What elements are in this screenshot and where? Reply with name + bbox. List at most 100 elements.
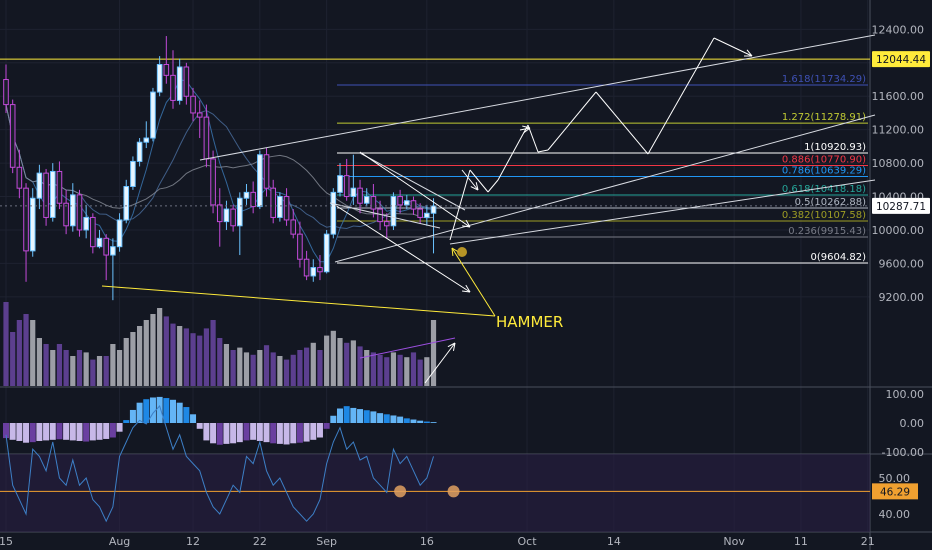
volume-bar [43, 344, 49, 386]
arrow-head[interactable] [523, 127, 531, 134]
volume-bar [197, 335, 203, 386]
arrow-head[interactable] [470, 186, 479, 191]
arrow-head[interactable] [461, 290, 471, 293]
volume-bar [283, 359, 290, 386]
rsi-pane-background [0, 454, 870, 532]
candle-body [23, 187, 29, 252]
projection-line[interactable] [537, 149, 549, 153]
trend-line[interactable] [334, 114, 876, 263]
projection-line[interactable] [469, 169, 489, 193]
candle-body [170, 74, 176, 101]
arrow-head[interactable] [462, 225, 471, 228]
arrow-head[interactable] [746, 49, 753, 57]
candle-body [303, 258, 310, 277]
macd-bar [23, 423, 30, 443]
volume-bar [210, 320, 216, 386]
drawings[interactable]: HAMMER [0, 34, 876, 384]
projection-line[interactable] [487, 179, 499, 193]
macd-bar [163, 398, 170, 423]
trend-line[interactable] [199, 34, 876, 161]
candle-body [123, 186, 130, 221]
time-tick-label: 14 [607, 535, 621, 548]
arrow-line[interactable] [359, 151, 471, 228]
volume-bar [96, 356, 103, 386]
projection-line[interactable] [647, 37, 715, 155]
volume-trend-line[interactable] [359, 337, 456, 359]
arrow-line[interactable] [451, 247, 496, 317]
arrow-head[interactable] [451, 247, 454, 257]
macd-bar [129, 409, 136, 423]
volume-bar [410, 352, 417, 386]
price-badge-label: 12044.44 [876, 54, 926, 66]
arrow-head[interactable] [452, 342, 456, 351]
macd-bar [16, 423, 23, 441]
arrow-head[interactable] [465, 219, 471, 228]
arrow-line[interactable] [334, 204, 471, 293]
volume-bar [163, 316, 169, 386]
macd-tick-label: 0.00 [900, 417, 925, 430]
macd-bar [43, 423, 50, 441]
macd-bar [263, 423, 270, 443]
volume-bar [123, 338, 129, 386]
macd-bar [296, 423, 303, 443]
fib-level-label: 1(10920.93) [804, 142, 866, 153]
arrow-head[interactable] [475, 182, 479, 191]
candle-body [430, 205, 437, 214]
projection-line[interactable] [595, 91, 649, 155]
price-tick-label: 11600.00 [872, 90, 925, 103]
candle-body [96, 237, 103, 248]
trend-line[interactable] [449, 179, 876, 245]
fib-level-label: 0.786(10639.29) [782, 166, 866, 177]
projection-line[interactable] [497, 124, 529, 181]
hammer-pointer-line[interactable] [101, 285, 496, 317]
volume-bar [357, 346, 363, 386]
projection-line[interactable] [527, 124, 539, 153]
time-tick-label: Nov [723, 535, 745, 548]
macd-bar [357, 409, 364, 423]
candle-body [110, 246, 116, 256]
volume-bar [203, 328, 209, 386]
volume-bar [390, 352, 397, 386]
projection-line[interactable] [449, 169, 471, 241]
candle-body [310, 267, 317, 277]
macd-bar [176, 402, 183, 423]
candle-body [317, 267, 323, 273]
volume-bar [83, 352, 89, 386]
time-tick-label: 11 [794, 535, 808, 548]
macd-bar [370, 411, 377, 423]
projection-line[interactable] [547, 91, 597, 151]
arrow-line[interactable] [519, 127, 531, 131]
volume-bar [384, 357, 390, 386]
trend-line[interactable] [359, 152, 466, 211]
candle-body [63, 202, 69, 227]
arrow-line[interactable] [461, 169, 479, 191]
macd-bar [310, 423, 317, 440]
volume-bar [16, 320, 22, 386]
candle-body [357, 187, 363, 204]
candle-body [70, 194, 76, 227]
volume-bar [230, 350, 236, 386]
volume-bar [350, 340, 356, 386]
macd-bar [350, 407, 357, 423]
volume-bar [424, 357, 430, 386]
hammer-label: HAMMER [496, 313, 563, 331]
rsi-tick-label: 50.00 [879, 472, 911, 485]
candle-body [216, 204, 223, 223]
macd-bar [36, 423, 43, 441]
arrow-head[interactable] [522, 125, 531, 129]
arrow-line[interactable] [713, 37, 753, 57]
candle-body [143, 137, 150, 143]
arrow-head[interactable] [465, 284, 471, 293]
arrow-line[interactable] [424, 342, 456, 384]
trend-line[interactable] [329, 202, 441, 229]
candle-body [130, 160, 136, 188]
macd-bar [250, 423, 257, 440]
fib-level-label: 0.5(10262.88) [795, 197, 867, 208]
volume-bar [157, 308, 163, 386]
price-tick-label: 12400.00 [872, 23, 925, 36]
time-tick-label: 22 [253, 535, 267, 548]
arrow-head[interactable] [447, 342, 456, 348]
candle-body [243, 191, 250, 199]
macd-bar [330, 415, 337, 423]
